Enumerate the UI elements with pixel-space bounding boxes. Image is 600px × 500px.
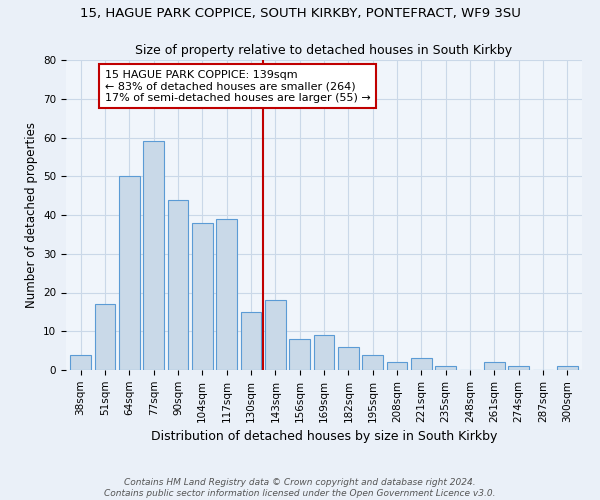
Text: 15 HAGUE PARK COPPICE: 139sqm
← 83% of detached houses are smaller (264)
17% of : 15 HAGUE PARK COPPICE: 139sqm ← 83% of d…	[105, 70, 371, 103]
Bar	[241, 312, 262, 370]
Bar	[436, 366, 456, 370]
Bar	[70, 354, 91, 370]
Bar	[386, 362, 407, 370]
Bar	[192, 223, 212, 370]
Bar	[143, 142, 164, 370]
Title: Size of property relative to detached houses in South Kirkby: Size of property relative to detached ho…	[136, 44, 512, 58]
Text: 15, HAGUE PARK COPPICE, SOUTH KIRKBY, PONTEFRACT, WF9 3SU: 15, HAGUE PARK COPPICE, SOUTH KIRKBY, PO…	[80, 8, 520, 20]
Bar	[557, 366, 578, 370]
Bar	[338, 347, 359, 370]
Bar	[508, 366, 529, 370]
Bar	[411, 358, 432, 370]
Bar	[362, 354, 383, 370]
Bar	[289, 339, 310, 370]
Bar	[314, 335, 334, 370]
Bar	[167, 200, 188, 370]
Bar	[119, 176, 140, 370]
Y-axis label: Number of detached properties: Number of detached properties	[25, 122, 38, 308]
Text: Contains HM Land Registry data © Crown copyright and database right 2024.
Contai: Contains HM Land Registry data © Crown c…	[104, 478, 496, 498]
Bar	[216, 219, 237, 370]
Bar	[95, 304, 115, 370]
Bar	[265, 300, 286, 370]
Bar	[484, 362, 505, 370]
X-axis label: Distribution of detached houses by size in South Kirkby: Distribution of detached houses by size …	[151, 430, 497, 443]
